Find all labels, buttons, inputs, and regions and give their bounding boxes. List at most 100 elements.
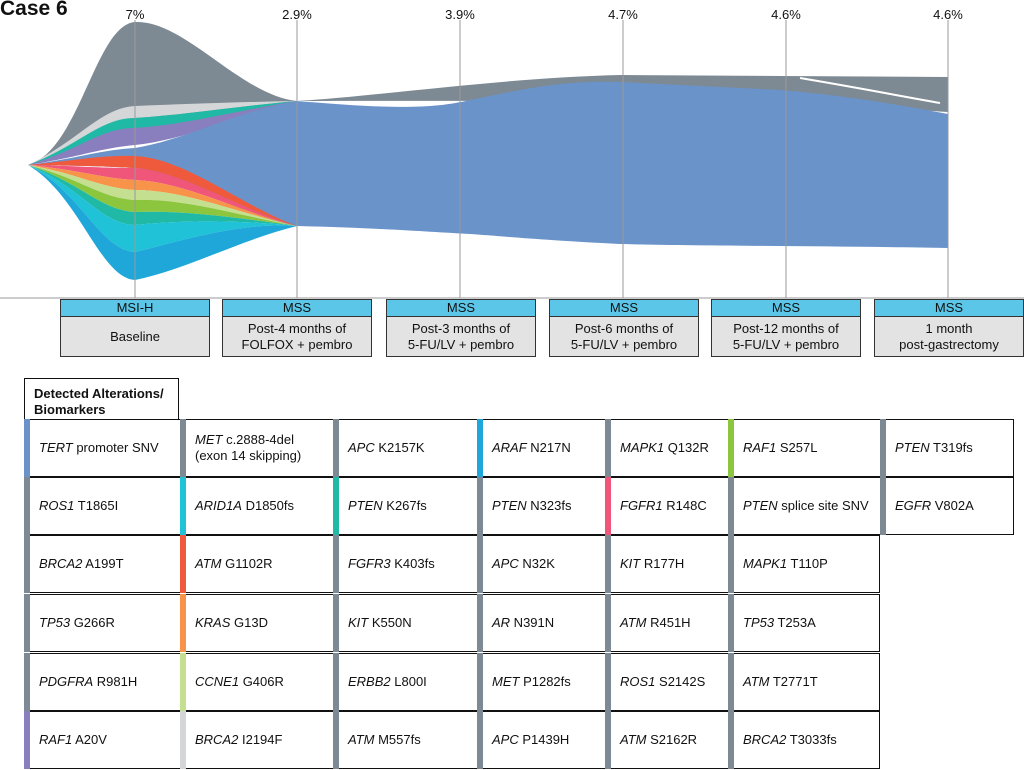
alteration-cell: ATM T2771T: [728, 653, 880, 711]
alteration-color-bar: [180, 419, 186, 477]
alteration-cell: ATM M557fs: [333, 711, 477, 769]
alteration-gene: RAF1: [743, 440, 777, 455]
alteration-gene: KRAS: [195, 615, 231, 630]
alteration-color-bar: [333, 477, 339, 535]
alteration-gene: RAF1: [39, 732, 73, 747]
alteration-cell: PTEN K267fs: [333, 477, 477, 535]
alteration-variant: G13D: [230, 615, 268, 630]
alteration-variant: L800I: [390, 674, 427, 689]
alteration-gene: MET: [195, 432, 223, 447]
timepoint-label-line1: Post-12 months of: [733, 320, 839, 336]
alteration-label: MAPK1 T110P: [743, 556, 828, 572]
alteration-color-bar: [180, 594, 186, 652]
alteration-label: ROS1 S2142S: [620, 674, 705, 690]
alteration-cell: EGFR V802A: [880, 477, 1014, 535]
alteration-variant: T2771T: [769, 674, 818, 689]
alteration-cell: APC P1439H: [477, 711, 605, 769]
timepoint-description: Post-12 months of 5-FU/LV + pembro: [711, 317, 861, 357]
alteration-variant: G266R: [70, 615, 115, 630]
alteration-label: TP53 T253A: [743, 615, 816, 631]
alteration-label: EGFR V802A: [895, 498, 974, 514]
alteration-gene: AR: [492, 615, 511, 630]
alteration-label: TERT promoter SNV: [39, 440, 159, 456]
timepoint-status: MSI-H: [60, 299, 210, 317]
alteration-color-bar: [605, 419, 611, 477]
alteration-variant: c.2888-4del: [222, 432, 295, 447]
alteration-color-bar: [180, 653, 186, 711]
alteration-label: AR N391N: [492, 615, 554, 631]
stream-red: [28, 155, 297, 226]
alteration-color-bar: [477, 653, 483, 711]
alteration-color-bar: [24, 594, 30, 652]
alteration-cell: BRCA2 A199T: [24, 535, 180, 593]
timepoint-status: MSS: [222, 299, 372, 317]
timepoint-label-line2: 5-FU/LV + pembro: [407, 336, 515, 352]
alteration-color-bar: [728, 419, 734, 477]
alteration-gene: TP53: [743, 615, 775, 630]
alteration-label: APC P1439H: [492, 732, 569, 748]
alteration-color-bar: [605, 594, 611, 652]
alteration-variant-note: (exon 14 skipping): [195, 448, 302, 463]
alteration-variant: S2162R: [646, 732, 698, 747]
alteration-cell: TERT promoter SNV: [24, 419, 180, 477]
alteration-variant: Q132R: [664, 440, 709, 455]
alteration-label: ATM G1102R: [195, 556, 273, 572]
alteration-label: PTEN N323fs: [492, 498, 571, 514]
alteration-color-bar: [605, 711, 611, 769]
alteration-gene: ROS1: [39, 498, 75, 513]
alteration-variant: R177H: [640, 556, 685, 571]
alteration-cell: MAPK1 T110P: [728, 535, 880, 593]
stream-lightgray: [28, 101, 297, 165]
alteration-label: ROS1 T1865I: [39, 498, 118, 514]
alteration-cell: TP53 G266R: [24, 594, 180, 652]
alteration-label: APC N32K: [492, 556, 555, 572]
alteration-label: RAF1 A20V: [39, 732, 107, 748]
alteration-variant: P1282fs: [519, 674, 571, 689]
stream-gray-upper: [28, 21, 948, 166]
alteration-variant: M557fs: [374, 732, 421, 747]
alteration-cell: CCNE1 G406R: [180, 653, 333, 711]
case-title: Case 6: [0, 0, 68, 20]
alteration-gene: MAPK1: [743, 556, 788, 571]
alteration-gene: PTEN: [895, 440, 930, 455]
alteration-gene: ERBB2: [348, 674, 391, 689]
timepoint-status: MSS: [549, 299, 699, 317]
alteration-variant: A199T: [82, 556, 124, 571]
alteration-variant: R148C: [662, 498, 707, 513]
alteration-label: MET P1282fs: [492, 674, 571, 690]
alteration-variant: G1102R: [221, 556, 273, 571]
alteration-color-bar: [605, 653, 611, 711]
alteration-gene: PDGFRA: [39, 674, 94, 689]
alteration-gene: BRCA2: [195, 732, 239, 747]
alteration-gene: EGFR: [895, 498, 932, 513]
alteration-gene: ARAF: [492, 440, 527, 455]
timepoint-percent: 4.6%: [933, 7, 963, 22]
alteration-cell: ATM S2162R: [605, 711, 728, 769]
alteration-cell: ATM R451H: [605, 594, 728, 652]
alteration-gene: APC: [492, 732, 519, 747]
timepoint-label-line2: post-gastrectomy: [899, 336, 999, 352]
alteration-color-bar: [477, 535, 483, 593]
alteration-label: FGFR1 R148C: [620, 498, 707, 514]
timepoint-box: MSS 1 month post-gastrectomy: [874, 299, 1024, 357]
alteration-variant: N323fs: [526, 498, 572, 513]
alteration-label: KIT K550N: [348, 615, 412, 631]
timepoint-markers: 7% 2.9% 3.9% 4.7% 4.6% 4.6%: [126, 7, 963, 298]
alteration-variant: K267fs: [382, 498, 427, 513]
alteration-cell: PTEN splice site SNV: [728, 477, 880, 535]
alteration-cell: ATM G1102R: [180, 535, 333, 593]
timepoint-percent: 4.7%: [608, 7, 638, 22]
timepoint-status: MSS: [386, 299, 536, 317]
alteration-color-bar: [728, 535, 734, 593]
alteration-label: ARAF N217N: [492, 440, 571, 456]
alteration-gene: ARID1A: [195, 498, 242, 513]
alteration-cell: AR N391N: [477, 594, 605, 652]
alteration-gene: BRCA2: [39, 556, 83, 571]
alteration-variant: promoter SNV: [72, 440, 159, 455]
alteration-cell: KIT K550N: [333, 594, 477, 652]
alteration-label: MAPK1 Q132R: [620, 440, 709, 456]
alteration-label: CCNE1 G406R: [195, 674, 284, 690]
alteration-cell: BRCA2 T3033fs: [728, 711, 880, 769]
stream-purple: [28, 101, 297, 165]
stream-orange: [28, 165, 297, 226]
